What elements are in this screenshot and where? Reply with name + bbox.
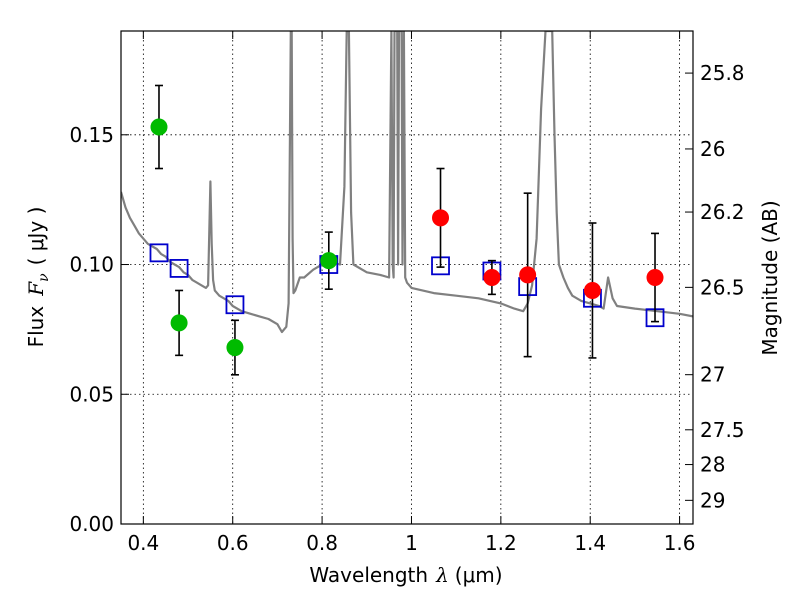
data-point [150,118,168,136]
data-point [432,209,450,227]
y-tick-label: 0.00 [69,512,114,536]
y-tick-label: 0.05 [69,382,114,406]
data-point [320,252,338,270]
x-axis-title: Wavelength λ (μm) [309,563,502,587]
plot-frame [120,30,694,525]
x-tick-label: 0.4 [127,531,159,555]
model-point [149,243,169,263]
mag-tick-label: 29 [700,488,725,512]
plot-area [121,31,693,376]
data-point [170,314,188,332]
data-point [519,266,537,284]
ticks: 0.4 0.6 0.8 1 1.2 1.4 1.6 0.00 0.05 0.10 0.15 25.8 2… [69,31,745,555]
x-tick-label: 0.6 [217,531,249,555]
model-point [169,259,189,278]
mag-tick-label: 26.2 [700,200,745,224]
y-axis-title: FluxFν( μJy ) [24,207,52,348]
mag-tick-label: 26.5 [700,275,745,299]
data-point [483,269,501,286]
y-tick-label: 0.15 [69,123,114,147]
spectrum-layer [121,31,693,334]
model-point [225,295,245,315]
x-tick-label: 1.2 [485,531,517,555]
spectrum-line [121,31,693,334]
mag-tick-label: 25.8 [700,61,745,85]
mag-tick-label: 26 [700,137,725,161]
x-tick-label: 1.6 [664,531,696,555]
data-point [646,269,664,286]
mag-tick-label: 27.5 [700,418,745,442]
data-point [583,281,601,299]
grid [121,31,693,524]
data-point [226,339,244,357]
marker-layer [149,84,665,376]
right-axis-title: Magnitude (AB) [758,200,782,355]
x-tick-label: 1.4 [574,531,606,555]
x-tick-label: 1 [405,531,418,555]
x-tick-label: 0.8 [306,531,338,555]
mag-tick-label: 27 [700,363,725,387]
y-tick-label: 0.10 [69,253,114,277]
mag-tick-label: 28 [700,453,725,477]
